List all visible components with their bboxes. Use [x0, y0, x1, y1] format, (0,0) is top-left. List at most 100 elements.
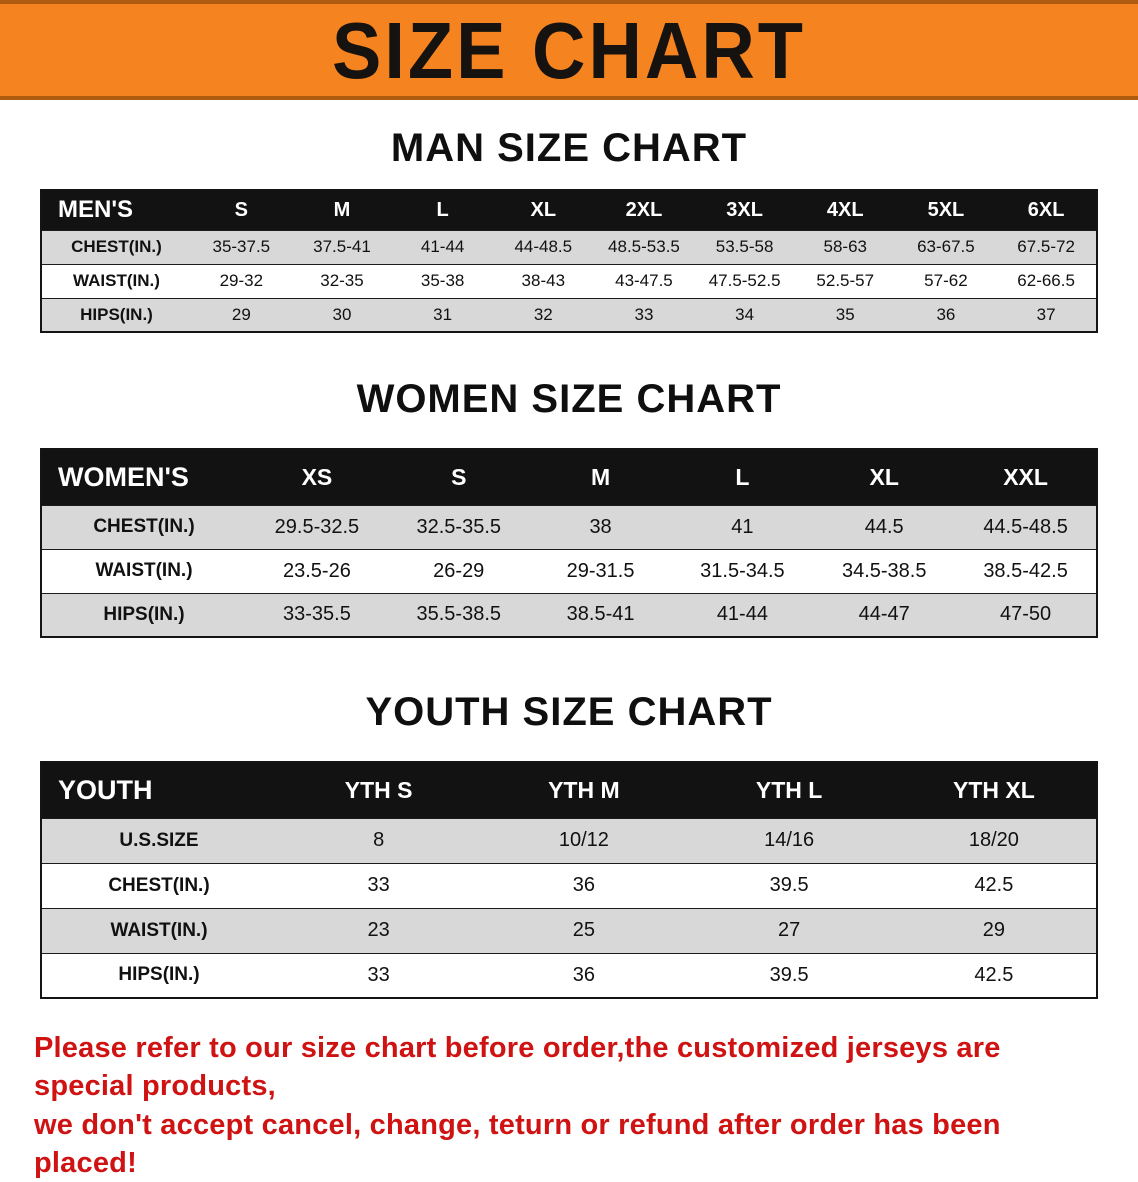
size-value-cell: 32.5-35.5 — [387, 504, 530, 549]
order-policy-note: Please refer to our size chart before or… — [34, 1029, 1104, 1182]
table-corner-label: MEN'S — [41, 190, 191, 230]
size-value-cell: 26-29 — [387, 548, 530, 593]
size-value-cell: 10/12 — [481, 817, 687, 863]
size-column-header: L — [392, 190, 493, 230]
size-value-cell: 53.5-58 — [694, 229, 795, 264]
size-value-cell: 48.5-53.5 — [593, 229, 695, 264]
youth-size-table: YOUTH YTH S YTH M YTH L YTH XL U.S.SIZE 8 10/1… — [40, 761, 1098, 999]
size-column-header: 3XL — [694, 190, 795, 230]
size-value-cell: 29 — [191, 297, 292, 332]
size-column-header: 5XL — [895, 190, 997, 230]
size-value-cell: 41 — [671, 504, 814, 549]
size-value-cell: 23.5-26 — [246, 548, 388, 593]
size-value-cell: 33-35.5 — [246, 592, 388, 637]
size-column-header: 6XL — [996, 190, 1097, 230]
size-value-cell: 38 — [529, 504, 672, 549]
table-corner-label: YOUTH — [41, 762, 276, 818]
size-value-cell: 43-47.5 — [593, 263, 695, 298]
size-value-cell: 44-48.5 — [492, 229, 594, 264]
size-column-header: S — [191, 190, 292, 230]
order-policy-line-2: we don't accept cancel, change, teturn o… — [34, 1108, 1001, 1179]
size-value-cell: 33 — [593, 297, 695, 332]
size-value-cell: 34 — [694, 297, 795, 332]
measurement-row-label: CHEST(IN.) — [41, 504, 246, 549]
size-column-header: M — [291, 190, 393, 230]
youth-size-chart-heading: YOUTH SIZE CHART — [365, 690, 773, 734]
size-table-row: U.S.SIZE 8 10/12 14/16 18/20 — [41, 817, 1097, 863]
size-table-row: HIPS(IN.) 29 30 31 32 33 34 35 36 37 — [41, 297, 1097, 332]
size-column-header: M — [529, 449, 672, 505]
size-value-cell: 29.5-32.5 — [246, 504, 388, 549]
size-value-cell: 35.5-38.5 — [387, 592, 530, 637]
size-value-cell: 47.5-52.5 — [694, 263, 795, 298]
size-value-cell: 44-47 — [813, 592, 956, 637]
size-value-cell: 37 — [996, 297, 1097, 332]
size-table-row: CHEST(IN.) 33 36 39.5 42.5 — [41, 862, 1097, 908]
size-column-header: YTH XL — [891, 762, 1097, 818]
size-value-cell: 31 — [392, 297, 493, 332]
women-size-table: WOMEN'S XS S M L XL XXL CHEST(IN.) 29.5-32.5 32.… — [40, 448, 1098, 638]
size-value-cell: 29 — [891, 907, 1097, 953]
size-column-header: XL — [813, 449, 956, 505]
size-value-cell: 63-67.5 — [895, 229, 997, 264]
size-table-row: WAIST(IN.) 23 25 27 29 — [41, 907, 1097, 953]
size-value-cell: 39.5 — [686, 862, 892, 908]
size-value-cell: 38.5-42.5 — [955, 548, 1097, 593]
size-value-cell: 36 — [481, 952, 687, 998]
size-value-cell: 38-43 — [492, 263, 594, 298]
size-value-cell: 30 — [291, 297, 393, 332]
size-value-cell: 62-66.5 — [996, 263, 1097, 298]
size-value-cell: 33 — [276, 952, 482, 998]
size-value-cell: 35-37.5 — [191, 229, 292, 264]
size-table-row: CHEST(IN.) 35-37.5 37.5-41 41-44 44-48.5 48.5… — [41, 229, 1097, 264]
size-value-cell: 67.5-72 — [996, 229, 1097, 264]
table-corner-label: WOMEN'S — [41, 449, 246, 505]
size-column-header: XL — [492, 190, 594, 230]
size-value-cell: 38.5-41 — [529, 592, 672, 637]
size-value-cell: 41-44 — [392, 229, 493, 264]
size-value-cell: 34.5-38.5 — [813, 548, 956, 593]
size-value-cell: 58-63 — [794, 229, 896, 264]
order-policy-line-1: Please refer to our size chart before or… — [34, 1032, 1001, 1103]
size-value-cell: 36 — [481, 862, 687, 908]
size-column-header: YTH M — [481, 762, 687, 818]
measurement-row-label: WAIST(IN.) — [41, 263, 191, 298]
size-column-header: YTH S — [276, 762, 482, 818]
measurement-row-label: WAIST(IN.) — [41, 548, 246, 593]
men-table-header-row: MEN'S S M L XL 2XL 3XL 4XL 5XL 6XL — [41, 190, 1097, 230]
size-value-cell: 18/20 — [891, 817, 1097, 863]
size-value-cell: 37.5-41 — [291, 229, 393, 264]
measurement-row-label: HIPS(IN.) — [41, 952, 276, 998]
banner-title: SIZE CHART — [332, 5, 806, 95]
youth-table-header-row: YOUTH YTH S YTH M YTH L YTH XL — [41, 762, 1097, 818]
women-table-header-row: WOMEN'S XS S M L XL XXL — [41, 449, 1097, 505]
size-table-row: HIPS(IN.) 33-35.5 35.5-38.5 38.5-41 41-44 44-… — [41, 592, 1097, 637]
size-value-cell: 32 — [492, 297, 594, 332]
measurement-row-label: CHEST(IN.) — [41, 862, 276, 908]
size-table-row: CHEST(IN.) 29.5-32.5 32.5-35.5 38 41 44.5 44.5… — [41, 504, 1097, 549]
measurement-row-label: HIPS(IN.) — [41, 297, 191, 332]
size-column-header: XS — [246, 449, 388, 505]
size-value-cell: 23 — [276, 907, 482, 953]
size-table-row: WAIST(IN.) 23.5-26 26-29 29-31.5 31.5-34.5 34… — [41, 548, 1097, 593]
size-value-cell: 35-38 — [392, 263, 493, 298]
size-value-cell: 44.5 — [813, 504, 956, 549]
size-table-row: WAIST(IN.) 29-32 32-35 35-38 38-43 43-47.5 47.… — [41, 263, 1097, 298]
size-value-cell: 31.5-34.5 — [671, 548, 814, 593]
size-value-cell: 8 — [276, 817, 482, 863]
size-column-header: YTH L — [686, 762, 892, 818]
measurement-row-label: HIPS(IN.) — [41, 592, 246, 637]
size-column-header: S — [387, 449, 530, 505]
size-value-cell: 42.5 — [891, 952, 1097, 998]
size-value-cell: 52.5-57 — [794, 263, 896, 298]
size-value-cell: 36 — [895, 297, 997, 332]
size-value-cell: 29-32 — [191, 263, 292, 298]
size-value-cell: 27 — [686, 907, 892, 953]
size-value-cell: 25 — [481, 907, 687, 953]
size-column-header: 4XL — [794, 190, 896, 230]
men-size-table: MEN'S S M L XL 2XL 3XL 4XL 5XL 6XL CHEST(IN.) 35-3… — [40, 189, 1098, 333]
size-value-cell: 44.5-48.5 — [955, 504, 1097, 549]
size-value-cell: 33 — [276, 862, 482, 908]
man-size-chart-heading: MAN SIZE CHART — [390, 126, 748, 170]
measurement-row-label: U.S.SIZE — [41, 817, 276, 863]
